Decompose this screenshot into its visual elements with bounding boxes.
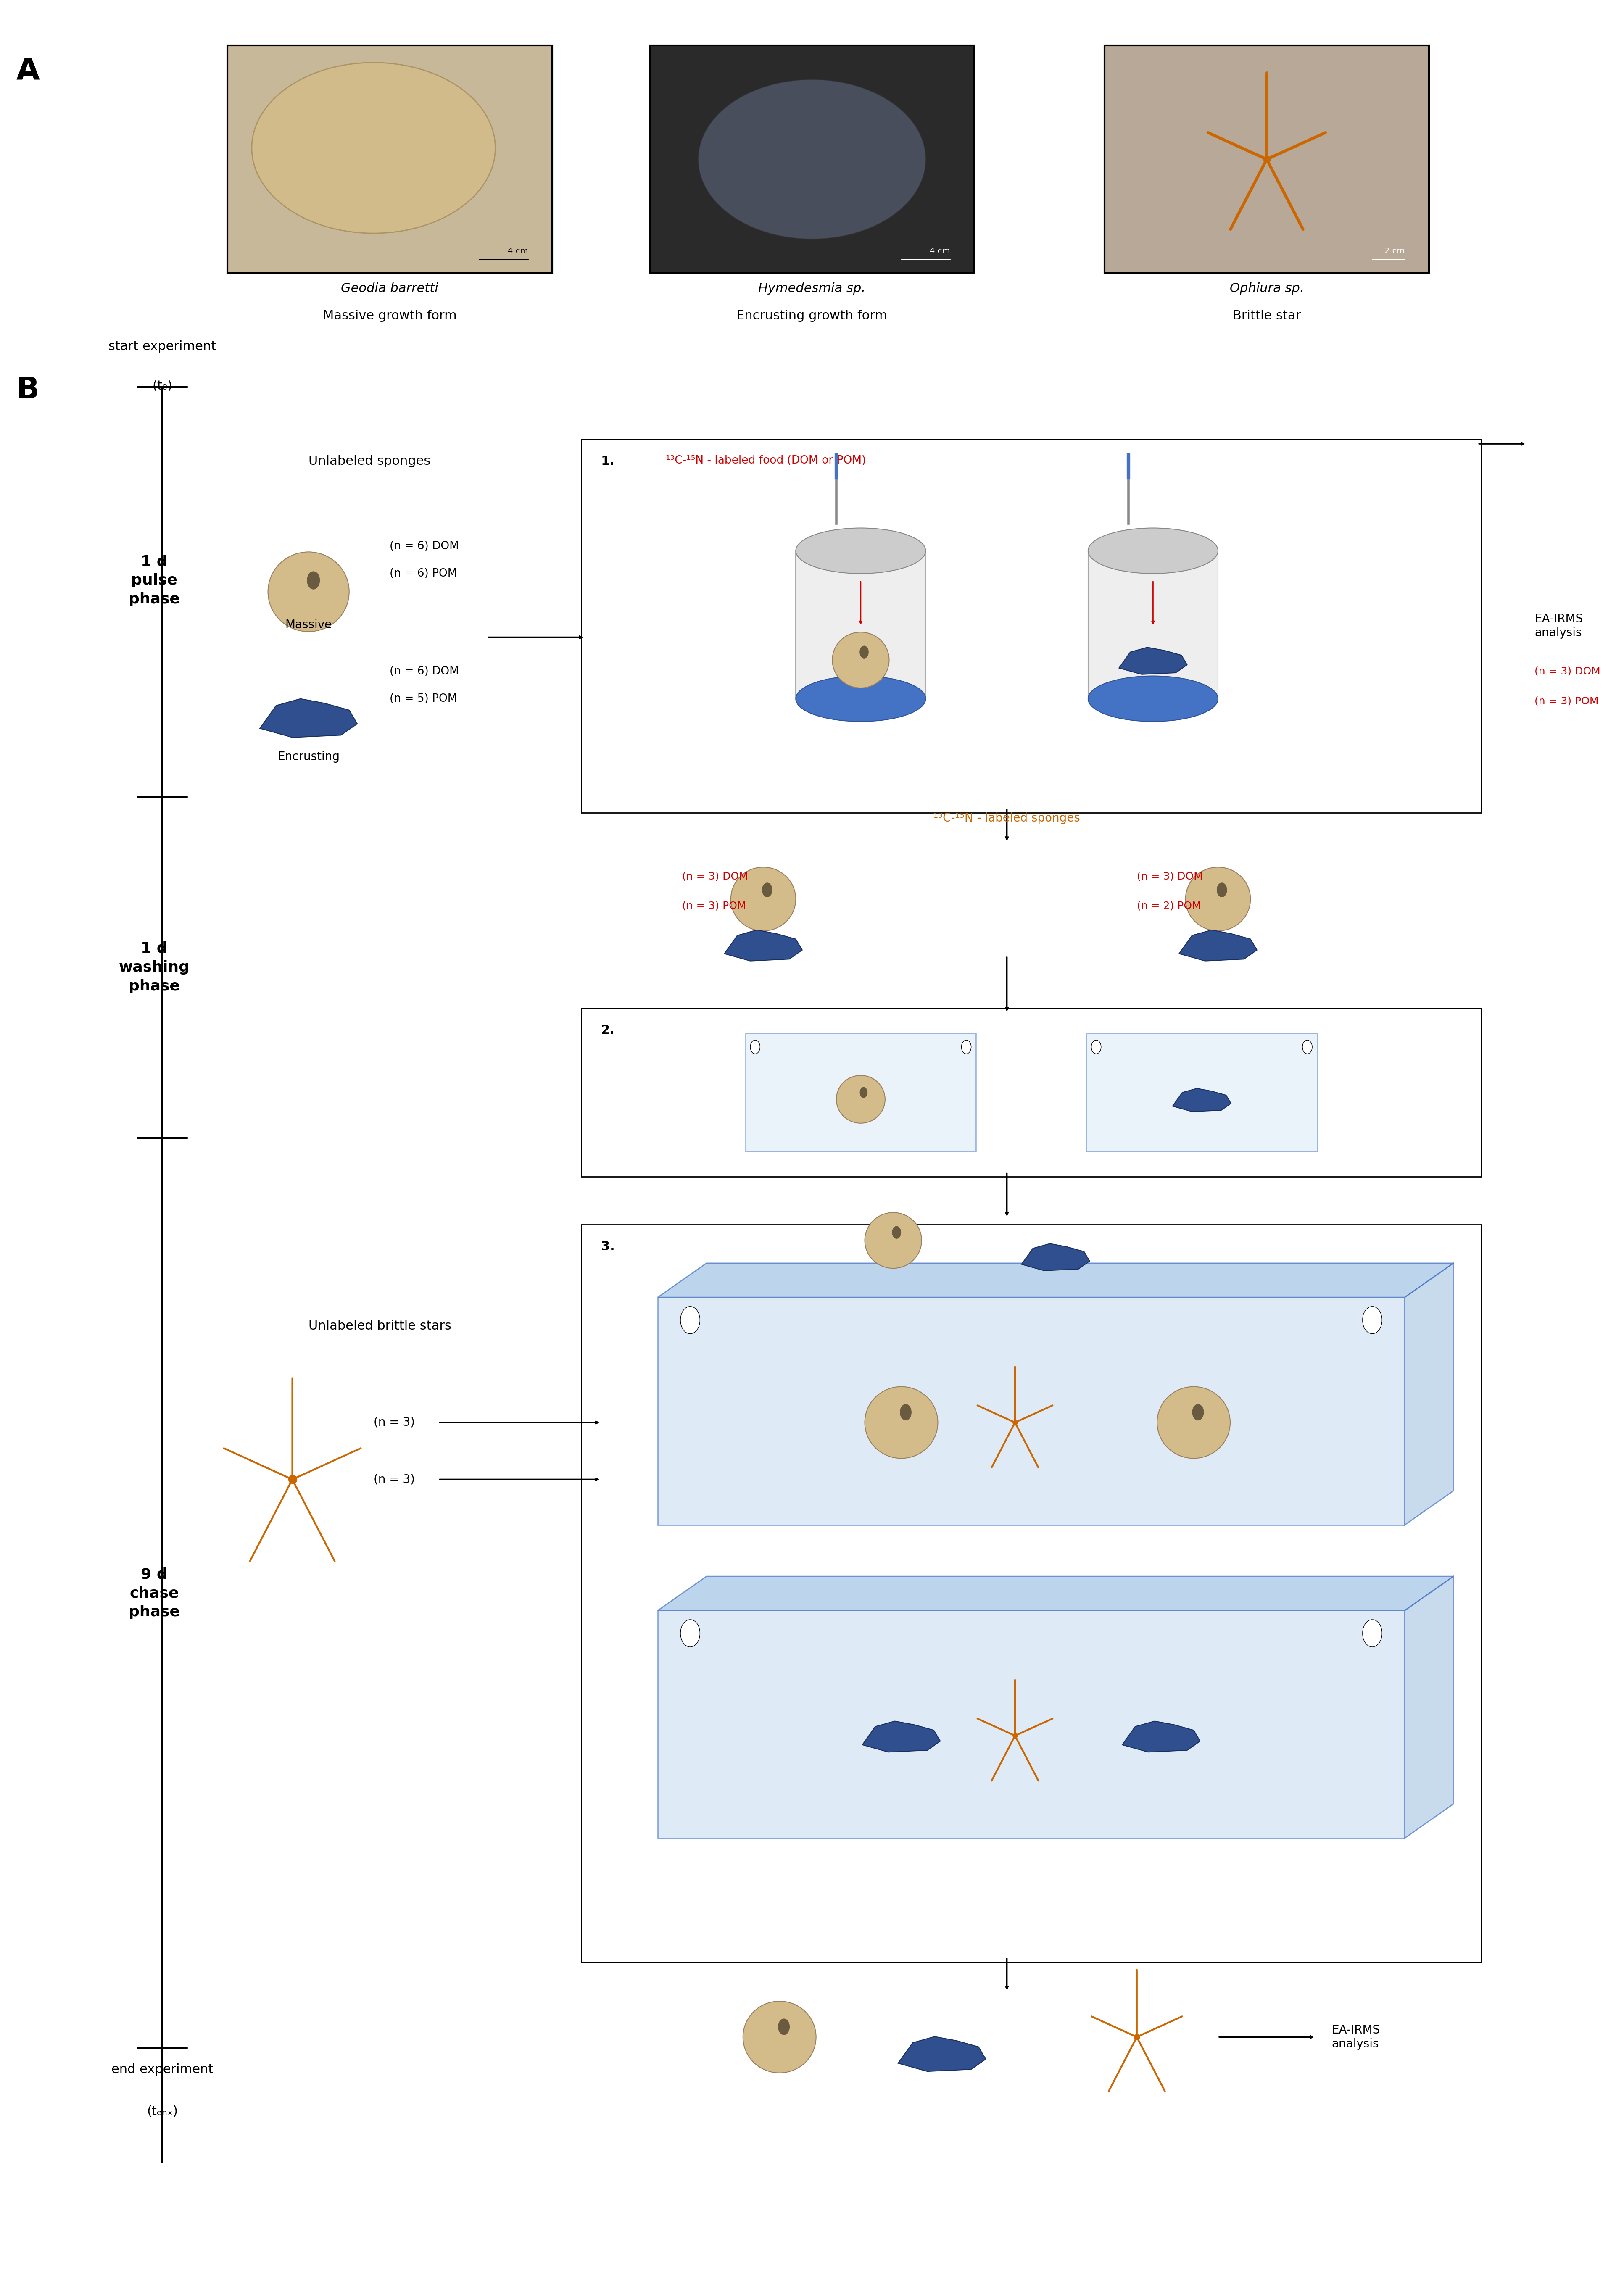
- Ellipse shape: [744, 2001, 817, 2073]
- Text: (n = 6) DOM: (n = 6) DOM: [390, 667, 460, 676]
- Polygon shape: [862, 1721, 940, 1753]
- Ellipse shape: [1088, 676, 1218, 721]
- Text: end experiment: end experiment: [112, 2064, 213, 2076]
- Text: 4 cm: 4 cm: [508, 246, 528, 255]
- Text: B: B: [16, 376, 39, 405]
- Text: ¹³C-¹⁵N - labeled food (DOM or POM): ¹³C-¹⁵N - labeled food (DOM or POM): [666, 455, 866, 467]
- Circle shape: [1192, 1404, 1203, 1420]
- Text: 2.: 2.: [601, 1024, 614, 1036]
- Ellipse shape: [731, 867, 796, 931]
- FancyBboxPatch shape: [650, 46, 974, 273]
- Text: start experiment: start experiment: [109, 341, 216, 353]
- Polygon shape: [1179, 931, 1257, 960]
- Text: 9 d
chase
phase: 9 d chase phase: [128, 1568, 180, 1618]
- Circle shape: [1302, 1040, 1312, 1054]
- Text: (n = 3) DOM: (n = 3) DOM: [1137, 872, 1203, 881]
- FancyBboxPatch shape: [227, 46, 552, 273]
- Text: A: A: [16, 57, 39, 86]
- Text: Massive: Massive: [286, 619, 331, 630]
- Text: Encrusting growth form: Encrusting growth form: [737, 310, 887, 321]
- FancyBboxPatch shape: [796, 551, 926, 699]
- Ellipse shape: [864, 1213, 922, 1268]
- Polygon shape: [1405, 1263, 1453, 1525]
- Ellipse shape: [864, 1386, 939, 1459]
- FancyBboxPatch shape: [1088, 551, 1218, 699]
- FancyBboxPatch shape: [658, 1297, 1405, 1525]
- Text: 1.: 1.: [601, 455, 615, 467]
- Polygon shape: [1119, 646, 1187, 674]
- Text: (tₑₙₓ): (tₑₙₓ): [146, 2105, 179, 2117]
- Text: (n = 2) POM: (n = 2) POM: [1137, 901, 1200, 910]
- Circle shape: [778, 2019, 789, 2035]
- Text: EA-IRMS
analysis: EA-IRMS analysis: [1535, 612, 1583, 640]
- Circle shape: [680, 1621, 700, 1648]
- Text: (n = 3) DOM: (n = 3) DOM: [1535, 667, 1601, 676]
- Circle shape: [1091, 1040, 1101, 1054]
- Text: 1 d
pulse
phase: 1 d pulse phase: [128, 555, 180, 605]
- Polygon shape: [658, 1263, 1453, 1297]
- Text: 4 cm: 4 cm: [931, 246, 950, 255]
- Ellipse shape: [252, 61, 495, 234]
- Text: Geodia barretti: Geodia barretti: [341, 282, 438, 294]
- Polygon shape: [1173, 1088, 1231, 1111]
- Text: 1 d
washing
phase: 1 d washing phase: [119, 942, 190, 992]
- Text: (t₀): (t₀): [153, 380, 172, 391]
- Circle shape: [1363, 1621, 1382, 1648]
- Ellipse shape: [833, 633, 890, 687]
- FancyBboxPatch shape: [745, 1033, 976, 1152]
- Circle shape: [859, 646, 869, 658]
- Text: (n = 3): (n = 3): [374, 1416, 414, 1429]
- Text: 2 cm: 2 cm: [1385, 246, 1405, 255]
- Text: (n = 5) POM: (n = 5) POM: [390, 694, 458, 703]
- Polygon shape: [658, 1577, 1453, 1611]
- Circle shape: [900, 1404, 911, 1420]
- Ellipse shape: [796, 676, 926, 721]
- Text: (n = 3) DOM: (n = 3) DOM: [682, 872, 749, 881]
- Polygon shape: [898, 2037, 986, 2071]
- Text: EA-IRMS
analysis: EA-IRMS analysis: [1332, 2023, 1380, 2051]
- Ellipse shape: [1186, 867, 1250, 931]
- FancyBboxPatch shape: [581, 1008, 1481, 1177]
- Circle shape: [307, 571, 320, 589]
- Text: (n = 3): (n = 3): [374, 1473, 414, 1486]
- Text: Encrusting: Encrusting: [278, 751, 339, 762]
- FancyBboxPatch shape: [581, 1224, 1481, 1962]
- Text: 3.: 3.: [601, 1240, 614, 1252]
- FancyBboxPatch shape: [581, 439, 1481, 813]
- Text: (n = 6) POM: (n = 6) POM: [390, 569, 458, 578]
- Circle shape: [859, 1088, 867, 1097]
- Ellipse shape: [698, 80, 926, 239]
- Ellipse shape: [1088, 528, 1218, 574]
- Polygon shape: [724, 931, 802, 960]
- Circle shape: [892, 1227, 901, 1238]
- Text: Ophiura sp.: Ophiura sp.: [1229, 282, 1304, 294]
- Circle shape: [680, 1306, 700, 1334]
- Polygon shape: [260, 699, 357, 737]
- Circle shape: [750, 1040, 760, 1054]
- FancyBboxPatch shape: [1086, 1033, 1317, 1152]
- Polygon shape: [1405, 1577, 1453, 1839]
- Ellipse shape: [796, 528, 926, 574]
- Circle shape: [1363, 1306, 1382, 1334]
- Polygon shape: [1122, 1721, 1200, 1753]
- Text: Unlabeled brittle stars: Unlabeled brittle stars: [309, 1320, 451, 1331]
- Text: (n = 3) POM: (n = 3) POM: [682, 901, 745, 910]
- FancyBboxPatch shape: [1104, 46, 1429, 273]
- Ellipse shape: [1156, 1386, 1231, 1459]
- Text: Brittle star: Brittle star: [1233, 310, 1301, 321]
- Ellipse shape: [268, 551, 349, 630]
- Text: (n = 6) DOM: (n = 6) DOM: [390, 542, 460, 551]
- Circle shape: [1216, 883, 1228, 897]
- Text: Hymedesmia sp.: Hymedesmia sp.: [758, 282, 866, 294]
- Text: ¹³C-¹⁵N - labeled sponges: ¹³C-¹⁵N - labeled sponges: [934, 813, 1080, 824]
- Polygon shape: [1021, 1243, 1090, 1270]
- Ellipse shape: [836, 1074, 885, 1122]
- Text: Unlabeled sponges: Unlabeled sponges: [309, 455, 430, 467]
- Text: Massive growth form: Massive growth form: [323, 310, 456, 321]
- Circle shape: [762, 883, 773, 897]
- Circle shape: [961, 1040, 971, 1054]
- Text: (n = 3) POM: (n = 3) POM: [1535, 696, 1598, 706]
- FancyBboxPatch shape: [658, 1611, 1405, 1839]
